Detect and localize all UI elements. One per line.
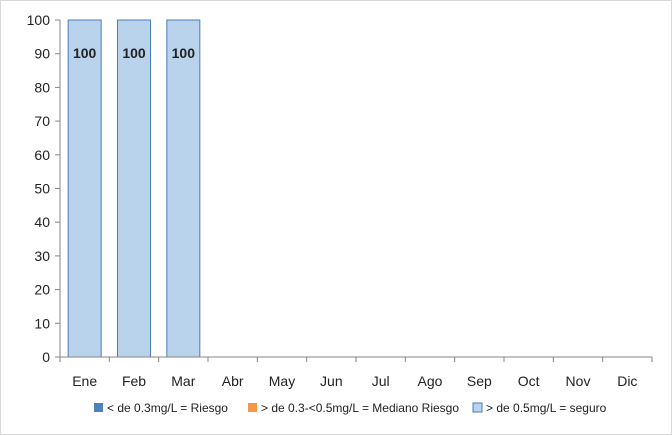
y-tick-label: 30 bbox=[34, 248, 50, 264]
x-tick-label-sep: Sep bbox=[467, 373, 492, 389]
legend-label-1: > de 0.3-<0.5mg/L = Mediano Riesgo bbox=[261, 401, 459, 415]
bar-2-ene bbox=[67, 19, 102, 358]
legend-label-2: > de 0.5mg/L = seguro bbox=[486, 401, 607, 415]
x-tick-label-dic: Dic bbox=[617, 373, 637, 389]
x-tick-label-oct: Oct bbox=[518, 373, 540, 389]
x-tick-label-jun: Jun bbox=[320, 373, 343, 389]
y-tick-label: 20 bbox=[34, 282, 50, 298]
x-tick-label-mar: Mar bbox=[171, 373, 195, 389]
legend-swatch-0 bbox=[94, 403, 103, 412]
x-tick-label-nov: Nov bbox=[566, 373, 591, 389]
legend-label-0: < de 0.3mg/L = Riesgo bbox=[107, 401, 228, 415]
legend-swatch-1 bbox=[248, 403, 257, 412]
y-tick-label: 80 bbox=[34, 79, 50, 95]
legend-swatch-2 bbox=[472, 402, 483, 413]
x-tick-label-ene: Ene bbox=[72, 373, 97, 389]
y-tick-label: 100 bbox=[27, 12, 51, 28]
x-tick-label-may: May bbox=[269, 373, 295, 389]
y-tick-label: 70 bbox=[34, 113, 50, 129]
bar-2-mar bbox=[166, 19, 201, 358]
x-tick-label-feb: Feb bbox=[122, 373, 146, 389]
y-tick-label: 90 bbox=[34, 46, 50, 62]
y-tick-label: 40 bbox=[34, 214, 50, 230]
data-label-ene: 100 bbox=[73, 45, 97, 61]
x-tick-label-abr: Abr bbox=[222, 373, 244, 389]
data-label-feb: 100 bbox=[122, 45, 146, 61]
y-tick-label: 10 bbox=[34, 315, 50, 331]
y-tick-label: 60 bbox=[34, 147, 50, 163]
x-tick-label-jul: Jul bbox=[372, 373, 390, 389]
bar-2-feb bbox=[117, 19, 151, 358]
x-tick-label-ago: Ago bbox=[418, 373, 443, 389]
y-tick-label: 0 bbox=[42, 349, 50, 365]
y-tick-label: 50 bbox=[34, 181, 50, 197]
data-label-mar: 100 bbox=[172, 45, 196, 61]
